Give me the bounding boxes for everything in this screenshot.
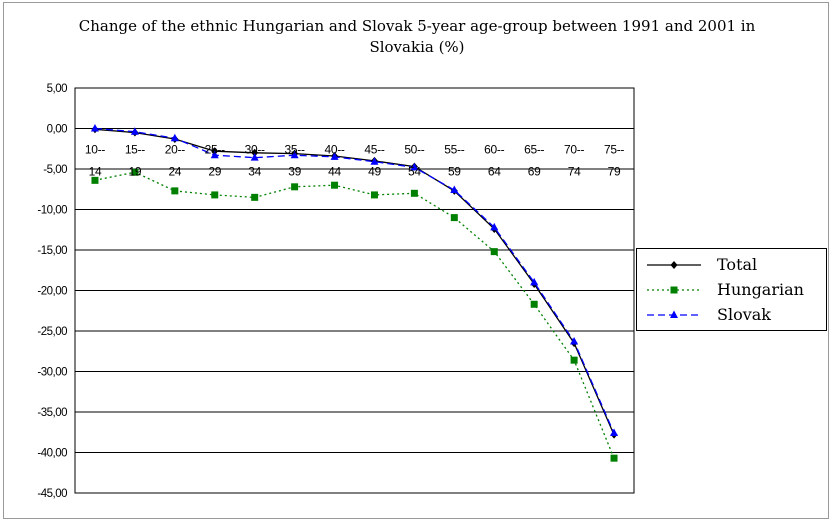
x-tick-label-bottom: 44: [328, 165, 341, 179]
x-tick-label-bottom: 19: [129, 165, 142, 179]
x-tick-label-bottom: 29: [208, 165, 221, 179]
legend-marker-total: [670, 261, 678, 269]
hungarian-point: [251, 193, 259, 201]
y-tick-label: -15,00: [37, 245, 67, 257]
x-tick-label-bottom: 24: [168, 165, 181, 179]
legend-entries: Total Hungarian Slovak: [647, 255, 804, 324]
legend-marker-hungarian: [670, 286, 678, 294]
slovak-point: [290, 150, 299, 159]
slovak-point: [210, 150, 219, 159]
x-tick-label-top: 60--: [484, 143, 504, 157]
hungarian-point: [370, 191, 378, 199]
x-tick-label-top: 20--: [165, 143, 185, 157]
y-tick-label: -10,00: [37, 205, 67, 217]
plot-area-border: [74, 87, 635, 494]
hungarian-point: [410, 189, 418, 197]
x-tick-label-bottom: 39: [288, 165, 301, 179]
hungarian-point: [291, 183, 299, 191]
gridlines: [75, 87, 634, 494]
slovak-point: [250, 153, 259, 161]
x-tick-label-top: 75--: [604, 143, 624, 157]
chart-title-line-1: Change of the ethnic Hungarian and Slova…: [78, 17, 756, 35]
slovak-point: [90, 124, 99, 132]
y-tick-label: 5,00: [47, 83, 67, 95]
hungarian-point: [211, 191, 219, 199]
x-tick-label-bottom: 79: [608, 165, 621, 179]
y-axis-tick-labels: 5,00 0,00 -5,00 -10,00 -15,00 -20,00 -25,00 -30…: [37, 83, 67, 500]
slovak-point: [130, 127, 139, 135]
hungarian-point: [570, 356, 578, 364]
legend: Total Hungarian Slovak: [636, 248, 827, 331]
series-line-hungarian: [94, 171, 615, 459]
hungarian-point: [490, 248, 498, 256]
x-tick-label-top: 65--: [524, 143, 544, 157]
x-tick-label-bottom: 64: [488, 165, 501, 179]
x-tick-label-bottom: 69: [528, 165, 541, 179]
y-tick-label: -40,00: [37, 448, 67, 460]
slovak-point: [490, 222, 499, 231]
x-tick-label-top: 40--: [324, 143, 344, 157]
x-tick-label-top: 10--: [85, 143, 105, 157]
legend-label-hungarian: Hungarian: [717, 280, 804, 299]
slovak-point: [330, 152, 339, 160]
x-tick-label-top: 55--: [444, 143, 464, 157]
y-tick-label: 0,00: [47, 124, 67, 136]
legend-marker-slovak: [670, 310, 678, 318]
x-tick-label-bottom: 49: [368, 165, 381, 179]
x-tick-label-bottom: 54: [408, 165, 421, 179]
x-tick-label-top: 35--: [285, 143, 305, 157]
x-tick-label-top: 45--: [364, 143, 384, 157]
slovak-point: [170, 133, 179, 142]
slovak-point: [610, 428, 619, 437]
x-tick-label-bottom: 14: [89, 165, 102, 179]
y-tick-label: -5,00: [43, 164, 67, 176]
x-tick-label-top: 15--: [125, 143, 145, 157]
series-line-total: [94, 128, 615, 435]
slovak-point: [370, 157, 379, 165]
hungarian-point: [530, 300, 538, 308]
slovak-point: [570, 337, 579, 345]
hungarian-point: [131, 168, 139, 176]
y-tick-label: -35,00: [37, 407, 67, 419]
series-lines: [90, 124, 619, 462]
x-axis-tick-labels: 10-- 14 15-- 19 20-- 24 25-- 29 30-- 34 35-- 39 40--…: [85, 143, 625, 179]
x-tick-label-bottom: 74: [568, 165, 581, 179]
x-tick-label-top: 50--: [404, 143, 424, 157]
total-point: [251, 148, 259, 157]
slovak-point: [410, 162, 419, 171]
legend-label-slovak: Slovak: [717, 305, 771, 324]
legend-label-total: Total: [717, 255, 757, 274]
x-tick-label-bottom: 34: [248, 165, 261, 179]
chart-title-line-2: Slovakia (%): [369, 38, 465, 56]
slovak-point: [530, 277, 539, 286]
slovak-point: [450, 185, 459, 194]
hungarian-point: [610, 454, 618, 462]
x-tick-label-bottom: 59: [448, 165, 461, 179]
hungarian-point: [450, 214, 458, 222]
hungarian-point: [171, 187, 179, 195]
x-tick-label-top: 25--: [205, 143, 225, 157]
hungarian-point: [331, 181, 339, 189]
y-tick-label: -20,00: [37, 286, 67, 298]
hungarian-point: [91, 176, 99, 184]
x-tick-label-top: 70--: [564, 143, 584, 157]
chart-title: Change of the ethnic Hungarian and Slova…: [0, 16, 834, 58]
y-tick-label: -30,00: [37, 367, 67, 379]
y-tick-label: -25,00: [37, 326, 67, 338]
y-tick-label: -45,00: [37, 488, 67, 500]
x-tick-label-top: 30--: [245, 143, 265, 157]
